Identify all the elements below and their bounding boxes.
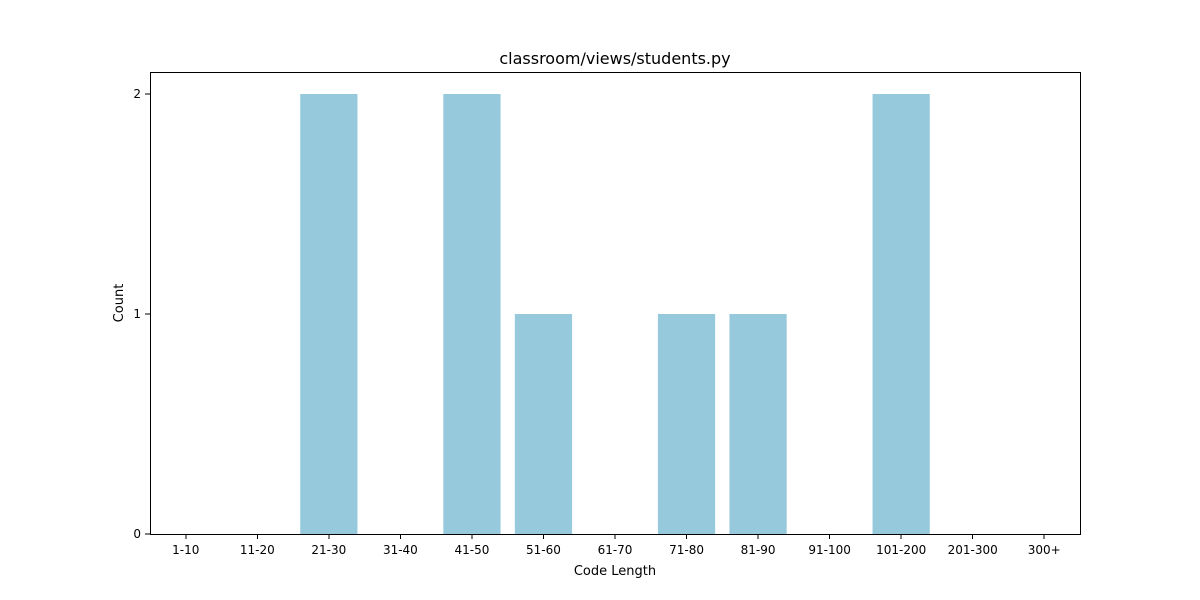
x-tick-label: 11-20 xyxy=(240,543,275,557)
x-axis: 1-10 11-20 21-30 31-40 41-50 51-60 61-70 71-80 8… xyxy=(172,534,1061,557)
x-tick-label: 61-70 xyxy=(598,543,633,557)
x-tick-label: 21-30 xyxy=(311,543,346,557)
x-tick-label: 1-10 xyxy=(172,543,199,557)
y-axis: 0 1 2 xyxy=(133,87,150,541)
x-tick-label: 91-100 xyxy=(808,543,851,557)
plot-frame xyxy=(150,72,1081,535)
x-tick-label: 51-60 xyxy=(526,543,561,557)
bar-101-200 xyxy=(872,94,930,534)
bar-71-80 xyxy=(657,314,716,534)
bar-51-60 xyxy=(514,314,573,534)
x-tick-label: 71-80 xyxy=(669,543,704,557)
chart-title: classroom/views/students.py xyxy=(499,49,730,68)
x-tick-label: 41-50 xyxy=(454,543,489,557)
x-tick-label: 101-200 xyxy=(876,543,926,557)
x-tick-label: 201-300 xyxy=(948,543,998,557)
bar-21-30 xyxy=(300,94,358,534)
y-axis-label: Count xyxy=(112,284,127,323)
x-tick-label: 31-40 xyxy=(383,543,418,557)
y-tick-label: 1 xyxy=(133,307,141,321)
bar-41-50 xyxy=(443,94,501,534)
bars-layer xyxy=(300,94,930,534)
y-tick-label: 0 xyxy=(133,527,141,541)
x-tick-label: 81-90 xyxy=(741,543,776,557)
x-axis-label: Code Length xyxy=(574,564,656,579)
bar-81-90 xyxy=(729,314,787,534)
y-tick-label: 2 xyxy=(133,87,141,101)
x-tick-label: 300+ xyxy=(1028,543,1061,557)
